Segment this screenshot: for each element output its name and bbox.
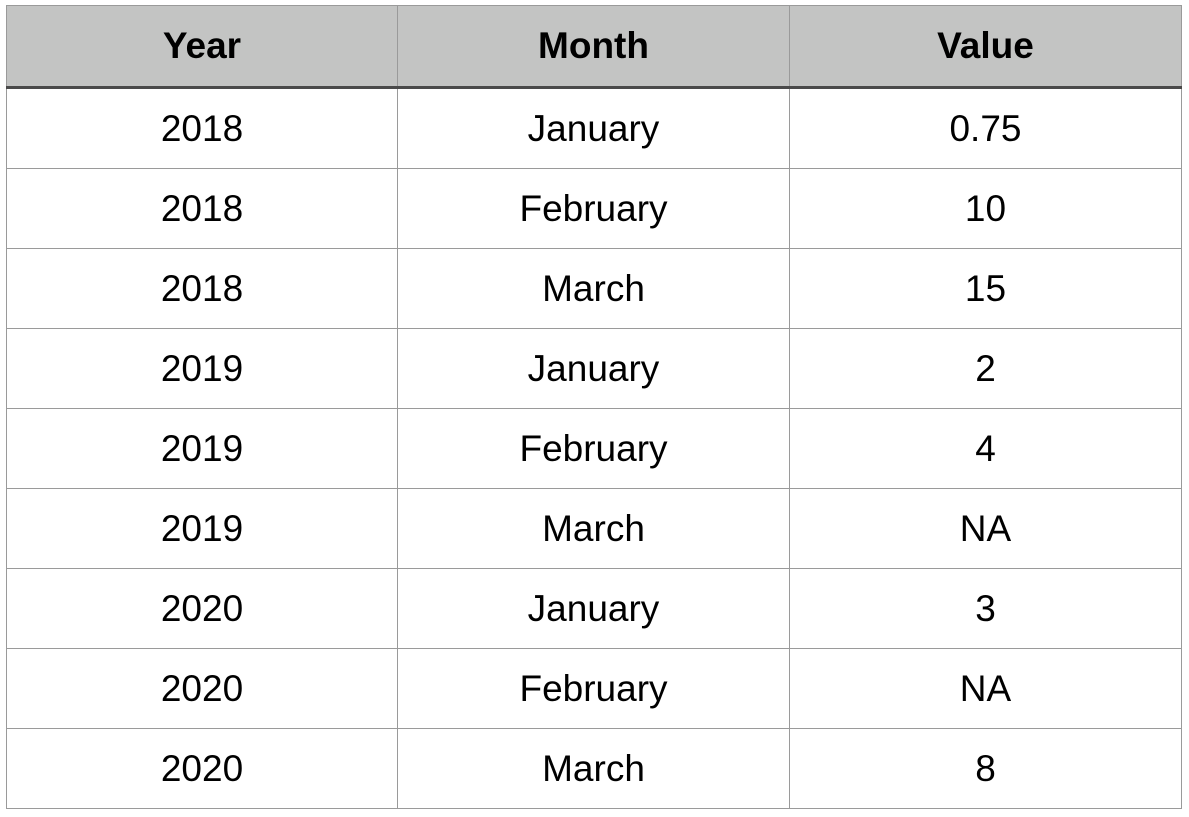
- table-row: 2019 March NA: [6, 488, 1182, 569]
- cell-month: January: [397, 328, 790, 409]
- table-row: 2018 March 15: [6, 248, 1182, 329]
- table-row: 2018 February 10: [6, 168, 1182, 249]
- data-table-container: Year Month Value 2018 January 0.75 2018 …: [6, 5, 1182, 809]
- cell-year: 2018: [6, 168, 398, 249]
- table-row: 2020 February NA: [6, 648, 1182, 729]
- cell-year: 2018: [6, 87, 398, 169]
- cell-year: 2019: [6, 328, 398, 409]
- cell-value: 15: [789, 248, 1182, 329]
- cell-value: NA: [789, 648, 1182, 729]
- column-header-month: Month: [397, 5, 790, 89]
- cell-value: 0.75: [789, 87, 1182, 169]
- cell-year: 2019: [6, 488, 398, 569]
- cell-month: March: [397, 488, 790, 569]
- cell-month: January: [397, 568, 790, 649]
- data-table: Year Month Value 2018 January 0.75 2018 …: [6, 5, 1182, 809]
- cell-month: March: [397, 728, 790, 809]
- cell-year: 2019: [6, 408, 398, 489]
- cell-month: March: [397, 248, 790, 329]
- cell-year: 2018: [6, 248, 398, 329]
- cell-value: 10: [789, 168, 1182, 249]
- header-row: Year Month Value: [6, 5, 1182, 89]
- cell-value: 8: [789, 728, 1182, 809]
- cell-month: January: [397, 87, 790, 169]
- cell-value: 4: [789, 408, 1182, 489]
- column-header-year: Year: [6, 5, 398, 89]
- column-header-value: Value: [789, 5, 1182, 89]
- cell-month: February: [397, 168, 790, 249]
- table-row: 2020 March 8: [6, 728, 1182, 809]
- cell-month: February: [397, 408, 790, 489]
- cell-year: 2020: [6, 648, 398, 729]
- cell-month: February: [397, 648, 790, 729]
- table-row: 2020 January 3: [6, 568, 1182, 649]
- cell-year: 2020: [6, 728, 398, 809]
- table-row: 2019 January 2: [6, 328, 1182, 409]
- cell-value: 2: [789, 328, 1182, 409]
- cell-value: 3: [789, 568, 1182, 649]
- cell-value: NA: [789, 488, 1182, 569]
- cell-year: 2020: [6, 568, 398, 649]
- table-row: 2018 January 0.75: [6, 87, 1182, 169]
- table-row: 2019 February 4: [6, 408, 1182, 489]
